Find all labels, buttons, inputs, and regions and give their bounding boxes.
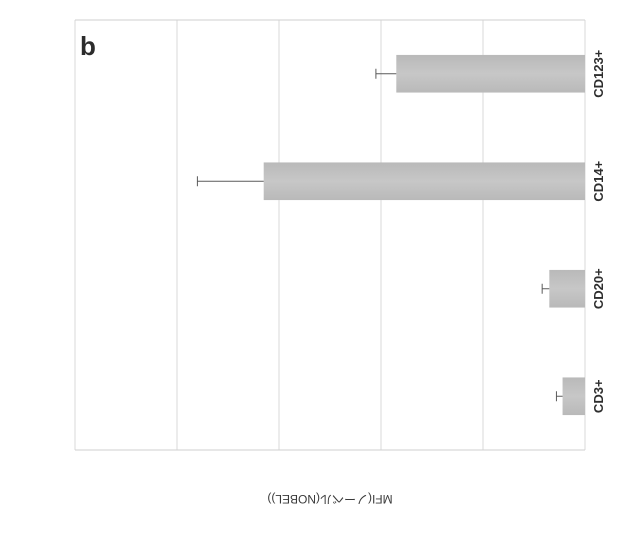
- panel-label: b: [80, 31, 96, 61]
- bar-CD14+: [264, 162, 585, 200]
- chart-svg: CD3+ CD20+ CD14+ CD123+ MFI(ノーベル(NOBEL)) b: [0, 0, 640, 535]
- bar-CD20+: [549, 270, 585, 308]
- category-label: CD123+: [591, 49, 606, 97]
- category-label: CD3+: [591, 379, 606, 413]
- category-label: CD14+: [591, 160, 606, 201]
- category-label: CD20+: [591, 268, 606, 309]
- y-axis-label: MFI(ノーベル(NOBEL)): [267, 492, 392, 506]
- chart-root: { "panel_label": {"text":"b","fontsize":…: [0, 0, 640, 535]
- bar-CD123+: [396, 55, 585, 93]
- bar-CD3+: [563, 377, 585, 415]
